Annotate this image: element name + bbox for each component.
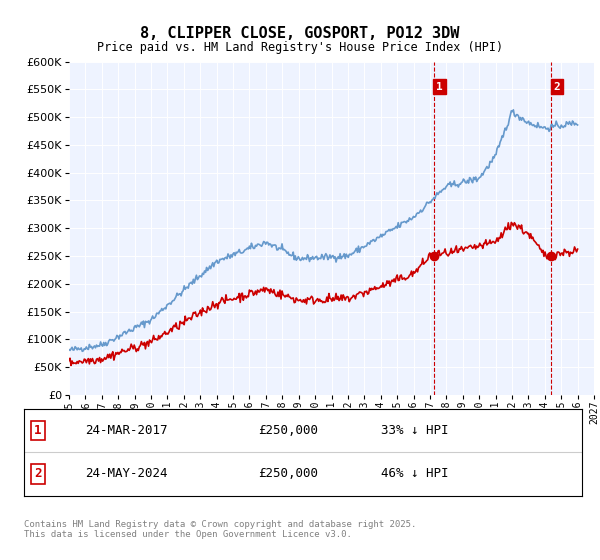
Text: 1: 1 — [436, 82, 443, 92]
Text: 2: 2 — [34, 468, 42, 480]
Text: 46% ↓ HPI: 46% ↓ HPI — [381, 468, 449, 480]
Text: 1: 1 — [34, 424, 42, 437]
Text: 2: 2 — [554, 82, 560, 92]
Text: 33% ↓ HPI: 33% ↓ HPI — [381, 424, 449, 437]
Text: £250,000: £250,000 — [259, 424, 319, 437]
Text: 8, CLIPPER CLOSE, GOSPORT, PO12 3DW: 8, CLIPPER CLOSE, GOSPORT, PO12 3DW — [140, 26, 460, 41]
Text: 24-MAY-2024: 24-MAY-2024 — [85, 468, 168, 480]
Text: £250,000: £250,000 — [259, 468, 319, 480]
Text: Contains HM Land Registry data © Crown copyright and database right 2025.
This d: Contains HM Land Registry data © Crown c… — [24, 520, 416, 539]
Text: 24-MAR-2017: 24-MAR-2017 — [85, 424, 168, 437]
Text: Price paid vs. HM Land Registry's House Price Index (HPI): Price paid vs. HM Land Registry's House … — [97, 40, 503, 54]
